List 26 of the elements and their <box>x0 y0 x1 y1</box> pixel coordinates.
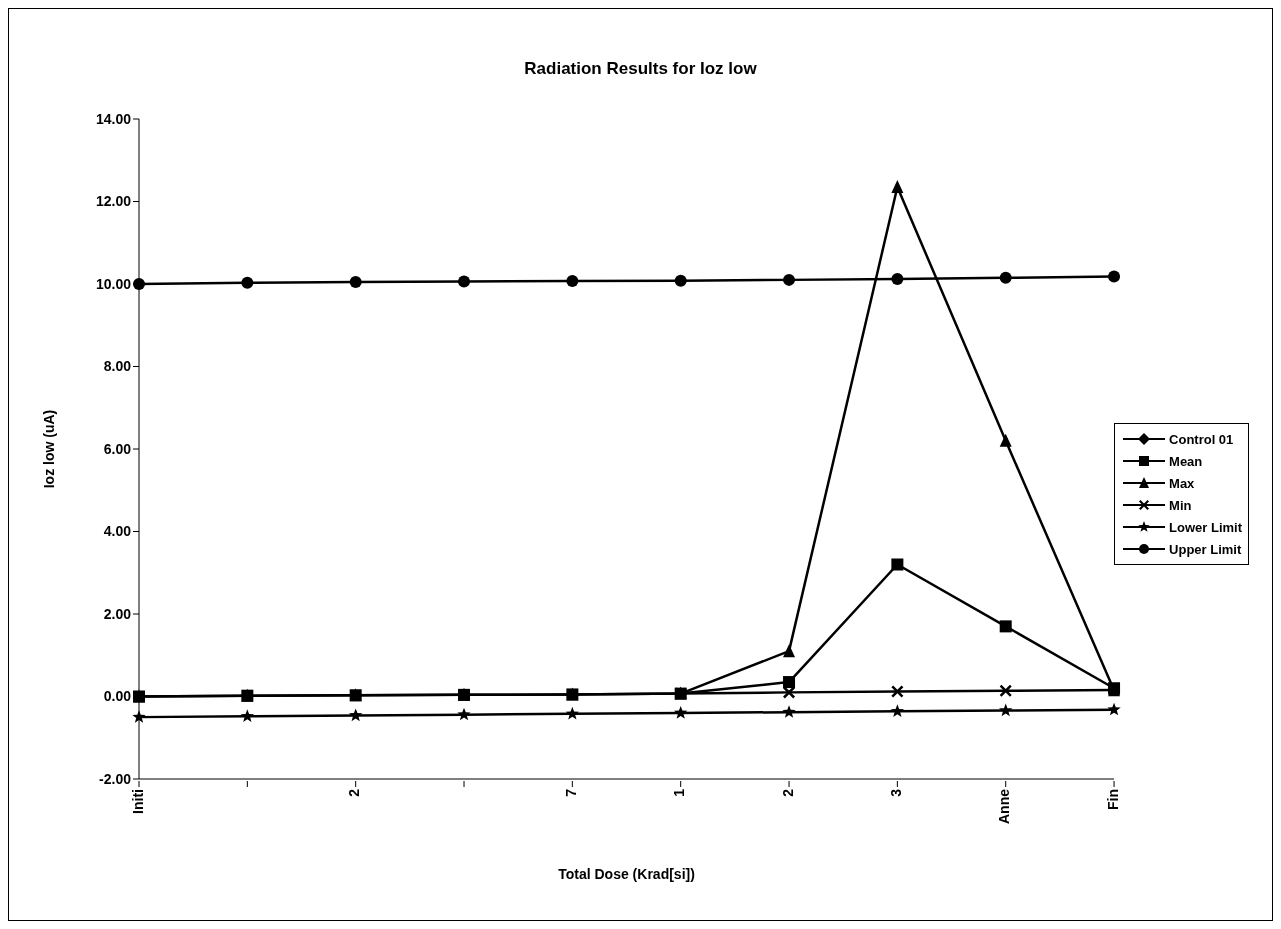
x-tick-label: 3 <box>888 788 905 797</box>
legend-label: Control 01 <box>1169 431 1234 447</box>
x-tick-label: Anne <box>996 788 1013 824</box>
x-tick-label: Initi <box>129 789 146 814</box>
legend-label: Upper Limit <box>1169 541 1242 557</box>
legend-label: Min <box>1169 497 1192 513</box>
x-tick-label: Fin <box>1104 789 1121 810</box>
y-tick-label: 6.00 <box>103 440 132 457</box>
y-tick-label: -2.00 <box>99 770 132 787</box>
legend-label: Mean <box>1169 453 1203 469</box>
legend-label: Lower Limit <box>1169 519 1242 535</box>
x-tick-label: 2 <box>779 788 796 797</box>
y-tick-label: 2.00 <box>103 605 132 622</box>
y-tick-label: 8.00 <box>103 358 132 375</box>
x-tick-label: 7 <box>563 788 580 797</box>
x-axis-title: Total Dose (Krad[si]) <box>558 866 695 882</box>
y-tick-label: 0.00 <box>103 688 132 705</box>
chart-title: Radiation Results for Ioz low <box>523 59 758 79</box>
y-tick-label: 10.00 <box>95 275 132 292</box>
y-axis-title: Ioz low (uA) <box>40 409 57 489</box>
y-tick-label: 12.00 <box>95 193 132 210</box>
y-tick-label: 4.00 <box>103 523 132 540</box>
y-tick-label: 14.00 <box>95 110 132 127</box>
x-tick-label: 1 <box>671 788 688 797</box>
x-tick-label: 2 <box>346 788 363 797</box>
legend-label: Max <box>1169 475 1195 491</box>
